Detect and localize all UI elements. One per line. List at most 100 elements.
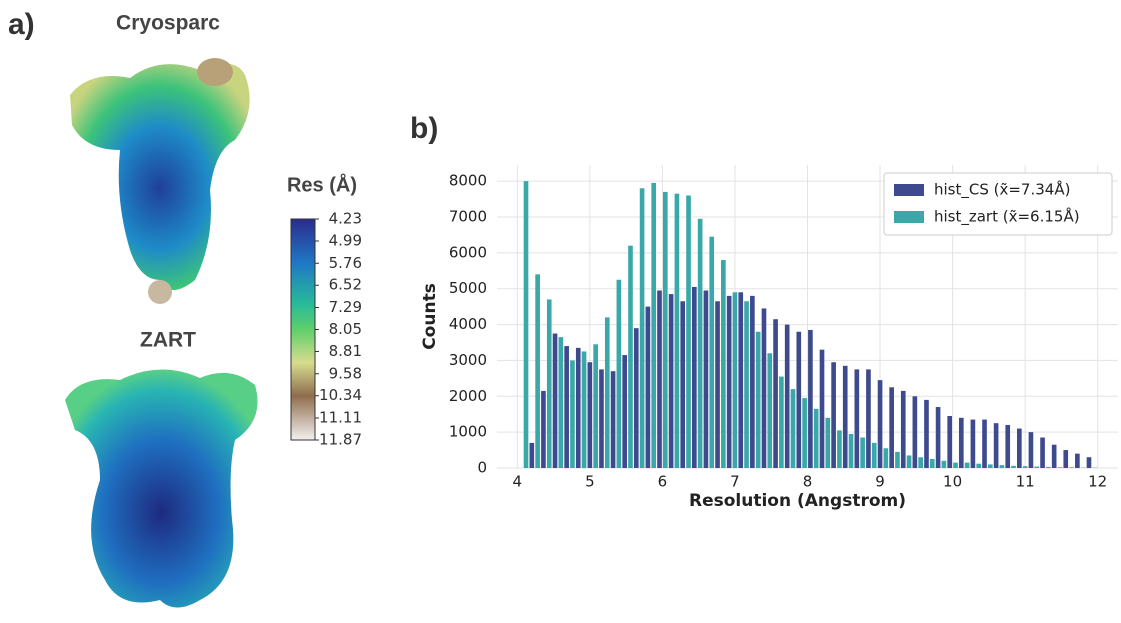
bar [564, 346, 569, 468]
colorbar-tick-label: 4.99 [329, 231, 362, 249]
bar [942, 461, 947, 468]
bar [634, 328, 639, 468]
bar [524, 181, 529, 468]
bar [965, 463, 970, 468]
panel-label: b) [410, 112, 438, 145]
colorbar-tick-label: 7.29 [329, 298, 362, 316]
y-tick-label: 2000 [449, 387, 487, 405]
bar [785, 325, 790, 468]
bar [721, 260, 726, 468]
bar [553, 334, 558, 468]
bar [924, 400, 929, 468]
bar [779, 377, 784, 468]
bar [582, 351, 587, 468]
y-tick-label: 1000 [449, 423, 487, 441]
bar [1063, 450, 1068, 468]
bar [895, 452, 900, 468]
bar [884, 448, 889, 468]
bar [837, 430, 842, 468]
y-tick-label: 4000 [449, 315, 487, 333]
bar [663, 192, 668, 468]
y-tick-label: 7000 [449, 207, 487, 225]
y-tick-label: 0 [477, 459, 487, 477]
bar [686, 195, 691, 468]
legend-label: hist_zart (x̃=6.15Å) [934, 207, 1080, 227]
bar [953, 463, 958, 468]
bar [669, 294, 674, 468]
colorbar-tick-label: 11.87 [319, 431, 362, 449]
bar [646, 307, 651, 468]
bar [982, 420, 987, 468]
colorbar-tick-label: 8.81 [329, 342, 362, 360]
bar [889, 387, 894, 468]
bar [901, 391, 906, 468]
bar [988, 464, 993, 468]
bar [727, 296, 732, 468]
bar [692, 287, 697, 468]
bar [698, 219, 703, 468]
x-tick-label: 4 [513, 473, 523, 491]
bar [762, 308, 767, 468]
colorbar [291, 219, 315, 440]
legend-label: hist_CS (x̃=7.34Å) [934, 180, 1070, 200]
bar [1052, 445, 1057, 468]
bar [738, 292, 743, 468]
bar [947, 416, 952, 468]
colorbar-tick-label: 5.76 [329, 254, 362, 272]
bar [611, 371, 616, 468]
x-tick-label: 10 [943, 473, 962, 491]
bar [1087, 457, 1092, 468]
bar [535, 274, 540, 468]
bar [1040, 438, 1045, 468]
bar [860, 438, 865, 468]
bar [680, 301, 685, 468]
bar [704, 291, 709, 468]
colorbar-title: Res (Å) [287, 172, 357, 196]
x-tick-label: 12 [1088, 473, 1107, 491]
bar [820, 350, 825, 468]
bar [599, 369, 604, 468]
map-title: ZART [140, 329, 196, 352]
bar [547, 299, 552, 468]
bar [617, 280, 622, 468]
bar [773, 319, 778, 468]
bar [971, 420, 976, 468]
y-tick-label: 3000 [449, 351, 487, 369]
x-tick-label: 11 [1016, 473, 1035, 491]
bar [640, 188, 645, 468]
colorbar-tick-label: 8.05 [329, 320, 362, 338]
bar [570, 360, 575, 468]
bar [936, 407, 941, 468]
bar [855, 369, 860, 468]
x-tick-label: 9 [875, 473, 885, 491]
bar [913, 396, 918, 468]
x-tick-label: 5 [585, 473, 595, 491]
bar [831, 362, 836, 468]
bar [878, 380, 883, 468]
bar [866, 369, 871, 468]
bar [1023, 466, 1028, 468]
bar [930, 459, 935, 468]
x-axis-label: Resolution (Angstrom) [689, 491, 906, 511]
colorbar-tick-label: 4.23 [329, 210, 362, 228]
bar [675, 194, 680, 468]
legend-swatch [894, 211, 924, 223]
bar [715, 301, 720, 468]
bar [628, 246, 633, 468]
bar [541, 391, 546, 468]
bar [651, 183, 656, 468]
bar [750, 296, 755, 468]
bar [756, 332, 761, 468]
bar [994, 423, 999, 468]
bar [1017, 429, 1022, 468]
bar [530, 443, 535, 468]
bar [814, 409, 819, 468]
y-tick-label: 8000 [449, 172, 487, 190]
x-tick-label: 7 [730, 473, 740, 491]
bar [767, 353, 772, 468]
y-axis-label: Counts [420, 283, 440, 350]
bar [1029, 432, 1034, 468]
bar [605, 317, 610, 468]
bar [843, 366, 848, 468]
y-tick-label: 6000 [449, 243, 487, 261]
